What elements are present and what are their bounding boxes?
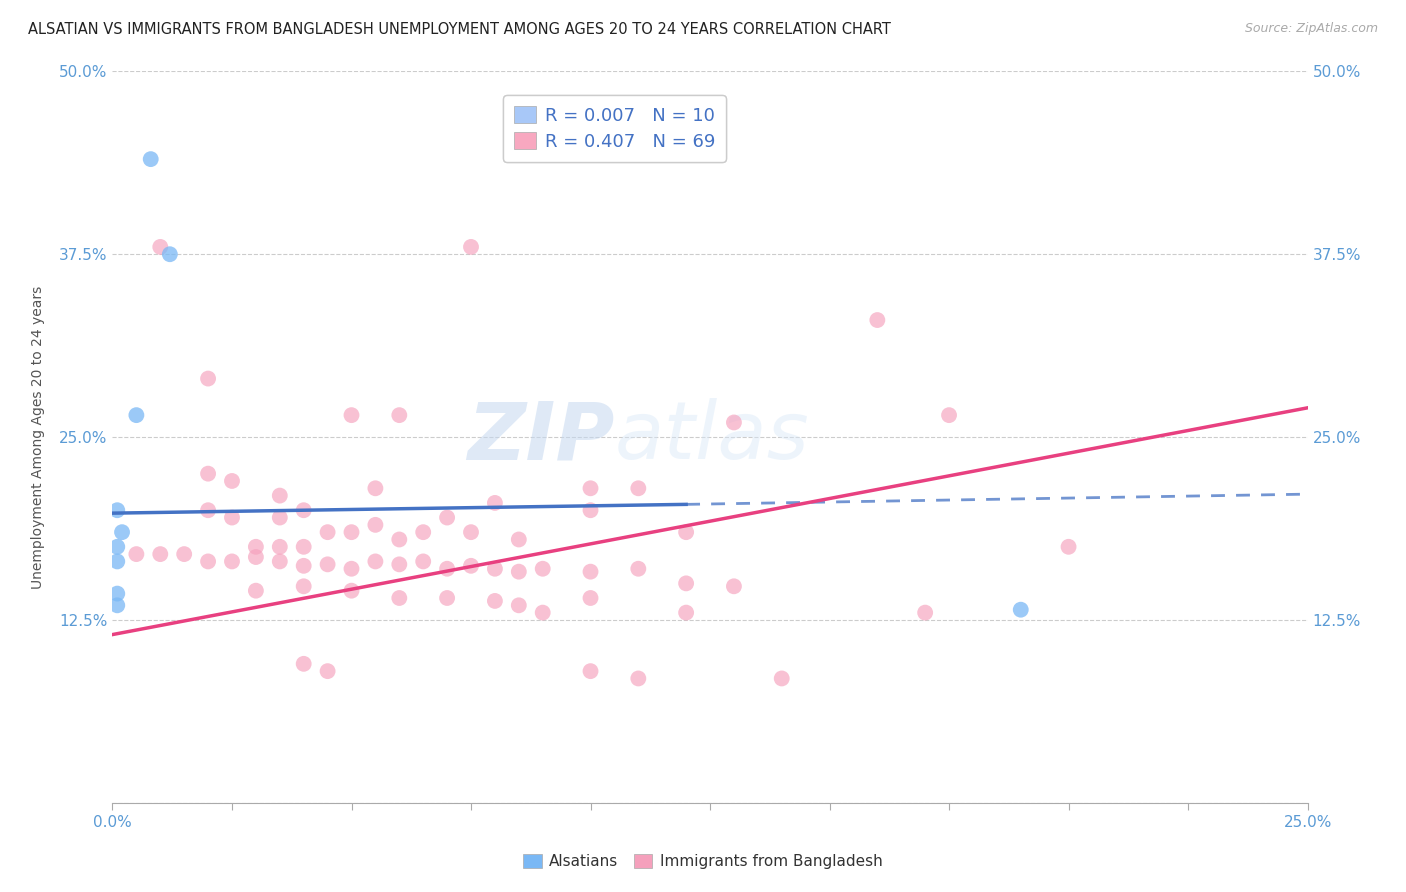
Point <box>105 503 128 517</box>
Point <box>105 586 128 600</box>
Point <box>364 517 387 532</box>
Point <box>579 565 602 579</box>
Point <box>723 579 745 593</box>
Text: atlas: atlas <box>614 398 810 476</box>
Point <box>269 489 291 503</box>
Point <box>531 606 554 620</box>
Point <box>364 554 387 568</box>
Point <box>627 672 650 686</box>
Point <box>340 408 363 422</box>
Point <box>866 313 889 327</box>
Point <box>149 240 172 254</box>
Point <box>292 503 315 517</box>
Point <box>1010 603 1032 617</box>
Point <box>484 562 506 576</box>
Point <box>460 240 482 254</box>
Point <box>388 408 411 422</box>
Point <box>149 547 172 561</box>
Legend: R = 0.007   N = 10, R = 0.407   N = 69: R = 0.007 N = 10, R = 0.407 N = 69 <box>503 95 725 161</box>
Text: ALSATIAN VS IMMIGRANTS FROM BANGLADESH UNEMPLOYMENT AMONG AGES 20 TO 24 YEARS CO: ALSATIAN VS IMMIGRANTS FROM BANGLADESH U… <box>28 22 891 37</box>
Point <box>105 599 128 613</box>
Point <box>221 474 243 488</box>
Point <box>105 554 128 568</box>
Point <box>292 558 315 573</box>
Point <box>914 606 936 620</box>
Point <box>197 503 219 517</box>
Point <box>436 510 458 524</box>
Point <box>292 579 315 593</box>
Point <box>245 549 267 564</box>
Point <box>292 657 315 671</box>
Point <box>364 481 387 495</box>
Point <box>269 554 291 568</box>
Point <box>269 510 291 524</box>
Point <box>1057 540 1080 554</box>
Point <box>316 558 339 572</box>
Point <box>460 525 482 540</box>
Point <box>316 664 339 678</box>
Point <box>388 591 411 605</box>
Text: Source: ZipAtlas.com: Source: ZipAtlas.com <box>1244 22 1378 36</box>
Point <box>125 408 148 422</box>
Point <box>579 664 602 678</box>
Point <box>484 594 506 608</box>
Point <box>412 525 434 540</box>
Point <box>159 247 181 261</box>
Point <box>436 562 458 576</box>
Point <box>340 525 363 540</box>
Y-axis label: Unemployment Among Ages 20 to 24 years: Unemployment Among Ages 20 to 24 years <box>31 285 45 589</box>
Point <box>125 547 148 561</box>
Point <box>508 599 530 613</box>
Point <box>388 533 411 547</box>
Point <box>723 416 745 430</box>
Point <box>579 481 602 495</box>
Point <box>627 562 650 576</box>
Point <box>388 558 411 572</box>
Point <box>508 533 530 547</box>
Point <box>105 540 128 554</box>
Point <box>938 408 960 422</box>
Point <box>111 525 134 540</box>
Legend: Alsatians, Immigrants from Bangladesh: Alsatians, Immigrants from Bangladesh <box>517 848 889 875</box>
Point <box>508 565 530 579</box>
Point <box>245 540 267 554</box>
Point <box>770 672 793 686</box>
Point <box>292 540 315 554</box>
Point <box>675 606 697 620</box>
Point <box>197 467 219 481</box>
Point <box>460 558 482 573</box>
Point <box>197 371 219 385</box>
Point <box>579 503 602 517</box>
Point <box>340 562 363 576</box>
Point <box>531 562 554 576</box>
Point <box>221 554 243 568</box>
Point <box>340 583 363 598</box>
Point <box>412 554 434 568</box>
Text: ZIP: ZIP <box>467 398 614 476</box>
Point <box>316 525 339 540</box>
Point <box>245 583 267 598</box>
Point <box>173 547 195 561</box>
Point <box>221 510 243 524</box>
Point <box>139 152 162 166</box>
Point <box>269 540 291 554</box>
Point <box>675 576 697 591</box>
Point <box>197 554 219 568</box>
Point <box>579 591 602 605</box>
Point <box>436 591 458 605</box>
Point <box>675 525 697 540</box>
Point <box>627 481 650 495</box>
Point <box>484 496 506 510</box>
